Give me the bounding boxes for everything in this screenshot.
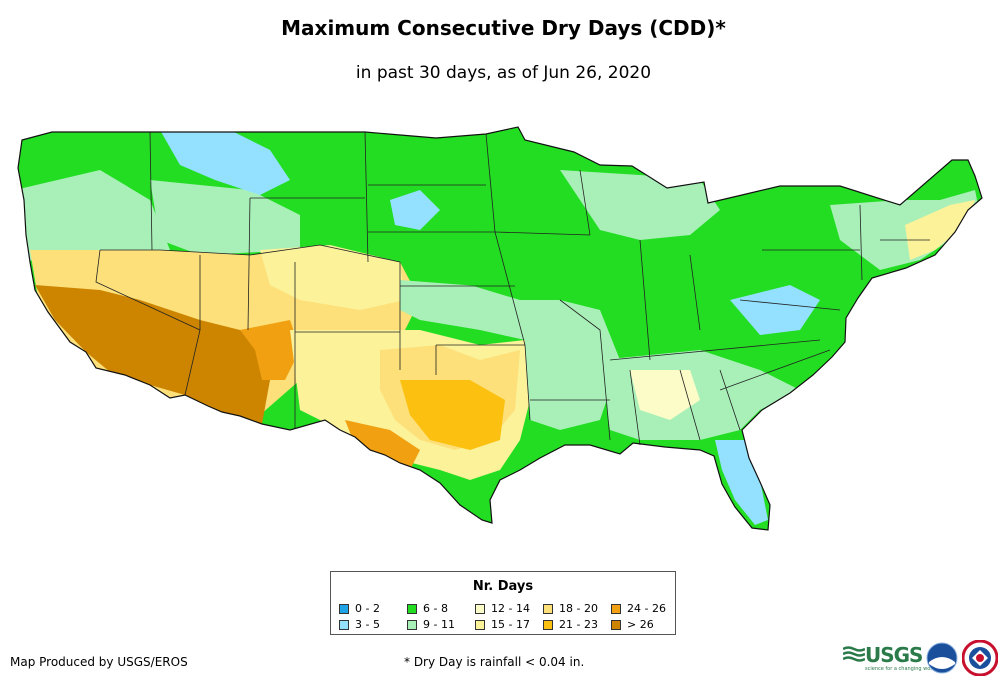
boundary-line [639, 239, 651, 361]
boundary-line [524, 344, 531, 421]
legend-item: 0 - 2 [339, 602, 380, 615]
legend-swatch [611, 619, 621, 630]
legend-item: 15 - 17 [475, 618, 530, 631]
zone-15-17-colorado [260, 245, 405, 310]
usgs-logo: USGS science for a changing world [843, 643, 937, 672]
nws-logo-icon [962, 640, 998, 676]
legend-title: Nr. Days [472, 579, 534, 594]
usgs-tagline: science for a changing world [865, 666, 937, 672]
boundary-line [859, 204, 863, 281]
legend-swatch [407, 619, 417, 630]
legend-swatch [475, 619, 485, 630]
usgs-wave-icon [843, 646, 865, 662]
boundary-line [739, 299, 841, 311]
boundary-line [559, 299, 611, 441]
legend-swatch [407, 603, 417, 614]
legend-label: > 26 [627, 618, 654, 631]
legend-label: 9 - 11 [423, 618, 455, 631]
zone-6-8-iowa [450, 230, 590, 300]
legend-item: 21 - 23 [543, 618, 598, 631]
boundary-line [149, 131, 153, 251]
legend-swatch [339, 619, 349, 630]
zone-15-17-new-england [905, 200, 975, 260]
zone-3-5-appalachia [730, 285, 820, 335]
map-credit: Map Produced by USGS/EROS [10, 655, 188, 669]
legend-swatch [339, 603, 349, 614]
boundary-line [719, 349, 831, 391]
legend-label: 6 - 8 [423, 602, 448, 615]
legend-swatch [543, 603, 553, 614]
zone-21-23-texas [400, 380, 505, 450]
legend-label: 0 - 2 [355, 602, 380, 615]
legend-label: 21 - 23 [559, 618, 598, 631]
dry-day-footnote: * Dry Day is rainfall < 0.04 in. [404, 655, 585, 669]
zone-9-11-pacific-nw [18, 170, 170, 262]
zone-3-5-plains [390, 190, 440, 230]
legend-swatch [543, 619, 553, 630]
boundary-line [719, 369, 741, 431]
boundary-line [364, 131, 369, 263]
legend: Nr. Days 0 - 2 3 - 5 6 - 8 9 - 11 12 - 14 15 … [330, 571, 676, 635]
legend-label: 18 - 20 [559, 602, 598, 615]
map-subtitle: in past 30 days, as of Jun 26, 2020 [355, 63, 652, 83]
zone-24-26-texas-south [345, 420, 420, 470]
legend-item: 3 - 5 [339, 618, 380, 631]
usgs-wordmark: USGS [865, 643, 923, 667]
legend-label: 15 - 17 [491, 618, 530, 631]
legend-label: 3 - 5 [355, 618, 380, 631]
zone-12-14-alabama [630, 370, 700, 420]
legend-label: 12 - 14 [491, 602, 530, 615]
legend-label: 24 - 26 [627, 602, 666, 615]
boundary-line [689, 254, 701, 331]
zone-3-5-florida [715, 440, 768, 525]
legend-swatch [611, 603, 621, 614]
state-boundaries [95, 131, 930, 446]
zone-9-11-rockies [150, 180, 300, 255]
zone-3-5-montana [160, 130, 290, 195]
boundary-line [629, 369, 641, 446]
legend-item: 9 - 11 [407, 618, 455, 631]
legend-item: 24 - 26 [611, 602, 666, 615]
legend-swatch [475, 603, 485, 614]
boundary-line [679, 369, 701, 441]
zone-over-26-southwest [35, 285, 270, 424]
zone-9-11-plains [400, 280, 620, 430]
zone-9-11-upper-midwest [560, 170, 720, 240]
zone-24-26-new-mexico [240, 320, 300, 380]
boundary-line [494, 231, 591, 236]
boundary-line [247, 197, 251, 331]
boundary-line [609, 339, 821, 361]
map-title: Maximum Consecutive Dry Days (CDD)* [281, 16, 726, 40]
noaa-logo-icon [926, 642, 958, 674]
legend-item: > 26 [611, 618, 654, 631]
legend-item: 6 - 8 [407, 602, 448, 615]
boundary-line [95, 249, 201, 396]
boundary-line [100, 244, 401, 263]
legend-item: 18 - 20 [543, 602, 598, 615]
legend-item: 12 - 14 [475, 602, 530, 615]
boundary-line [579, 169, 591, 236]
